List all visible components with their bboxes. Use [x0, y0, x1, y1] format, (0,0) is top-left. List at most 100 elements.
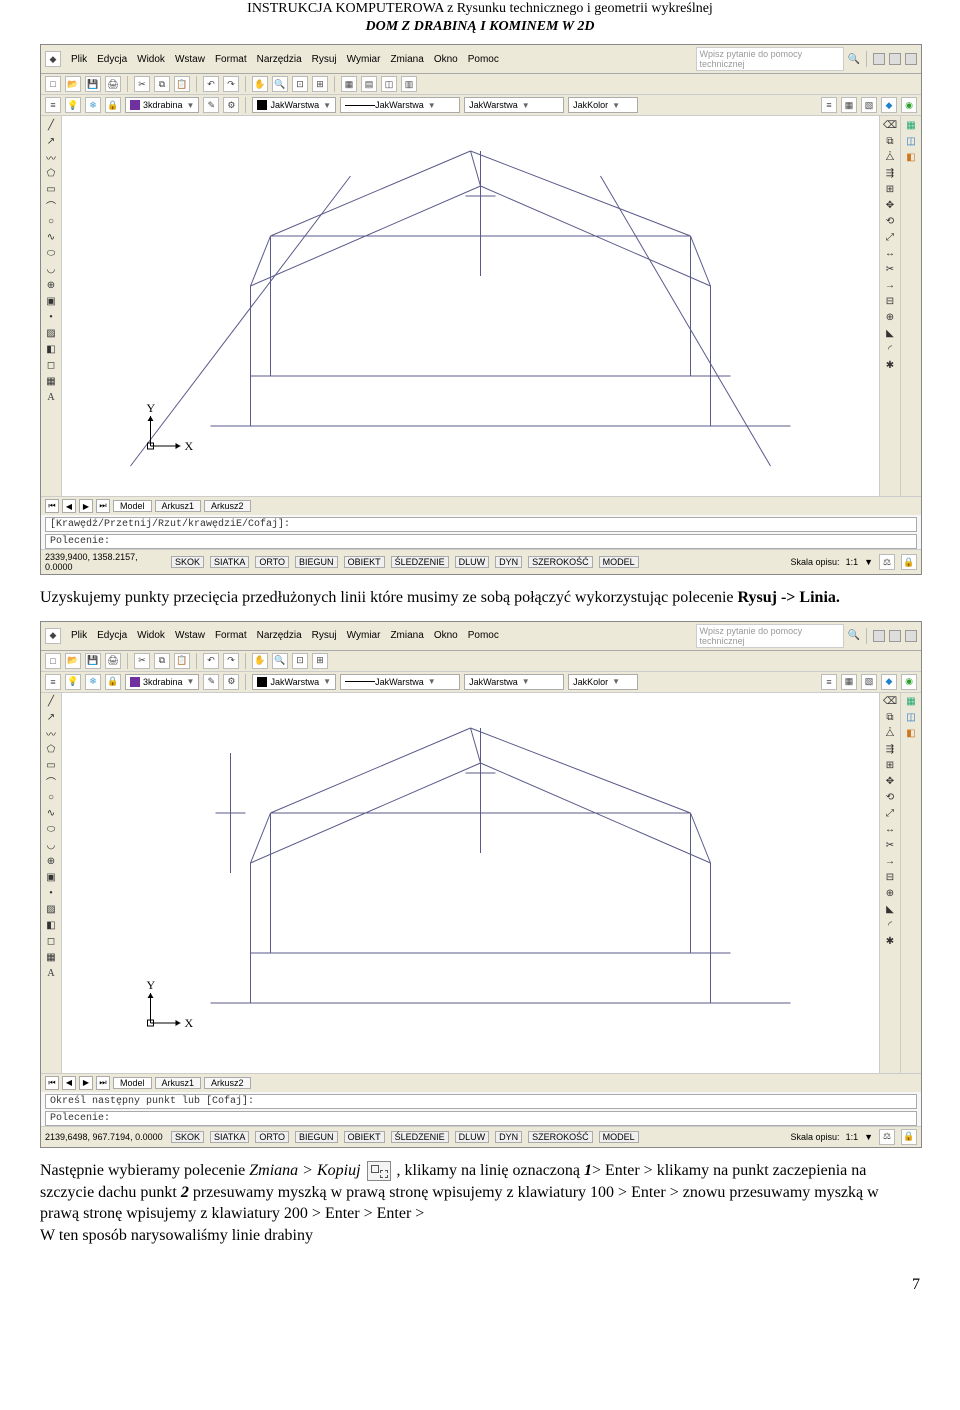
- open-icon[interactable]: 📂: [65, 76, 81, 92]
- search-icon[interactable]: 🔍: [848, 54, 860, 65]
- erase-icon[interactable]: ⌫: [883, 695, 897, 709]
- tab-next-icon[interactable]: ▶: [79, 499, 93, 513]
- lineweight-dropdown[interactable]: JakWarstwa ▼: [464, 97, 564, 113]
- plotstyle-dropdown[interactable]: JakKolor▼: [568, 674, 638, 690]
- command-line-2[interactable]: Polecenie:: [45, 1111, 917, 1126]
- explode-icon[interactable]: ✱: [883, 358, 897, 372]
- spline-icon[interactable]: ∿: [44, 807, 58, 821]
- tbl-icon[interactable]: ▦: [841, 97, 857, 113]
- hatch-icon[interactable]: ▧: [861, 97, 877, 113]
- zoom-window-icon[interactable]: ⊡: [292, 76, 308, 92]
- plotstyle-dropdown[interactable]: JakKolor ▼: [568, 97, 638, 113]
- polygon-icon[interactable]: ⬠: [44, 743, 58, 757]
- tab-sheet2[interactable]: Arkusz2: [204, 1077, 251, 1089]
- text-icon[interactable]: A: [44, 967, 58, 981]
- tab-sheet1[interactable]: Arkusz1: [155, 500, 202, 512]
- new-icon[interactable]: □: [45, 653, 61, 669]
- arc-icon[interactable]: ⌒: [44, 198, 58, 212]
- toggle[interactable]: DYN: [495, 1131, 522, 1143]
- color-dropdown[interactable]: JakWarstwa▼: [252, 674, 336, 690]
- pan-icon[interactable]: ✋: [252, 653, 268, 669]
- circle-icon[interactable]: ○: [44, 214, 58, 228]
- toggle[interactable]: SKOK: [171, 1131, 204, 1143]
- freeze-icon[interactable]: ❄: [85, 97, 101, 113]
- menu-item[interactable]: Format: [215, 630, 247, 641]
- toggle[interactable]: BIEGUN: [295, 1131, 338, 1143]
- layermgr-icon[interactable]: ✎: [203, 97, 219, 113]
- chevron-down-icon[interactable]: ▼: [864, 1132, 873, 1142]
- menu-item[interactable]: Plik: [71, 630, 87, 641]
- zoom-extents-icon[interactable]: ⊞: [312, 76, 328, 92]
- lock-icon[interactable]: 🔒: [105, 97, 121, 113]
- scale-value[interactable]: 1:1: [846, 557, 859, 567]
- copy2-icon[interactable]: ⧉: [883, 134, 897, 148]
- tab-model[interactable]: Model: [113, 1077, 152, 1089]
- move-icon[interactable]: ✥: [883, 198, 897, 212]
- menu-item[interactable]: Plik: [71, 54, 87, 65]
- color-dropdown[interactable]: JakWarstwa ▼: [252, 97, 336, 113]
- canvas[interactable]: XY: [62, 116, 879, 496]
- menu-item[interactable]: Zmiana: [390, 54, 423, 65]
- stretch-icon[interactable]: ↔: [883, 246, 897, 260]
- tab-prev-icon[interactable]: ◀: [62, 1076, 76, 1090]
- toggle[interactable]: ŚLEDZENIE: [391, 556, 449, 568]
- layermgr-icon[interactable]: ✎: [203, 674, 219, 690]
- trim-icon[interactable]: ✂: [883, 262, 897, 276]
- region-icon[interactable]: ◻: [44, 358, 58, 372]
- redo-icon[interactable]: ↷: [223, 653, 239, 669]
- menu-item[interactable]: Pomoc: [468, 630, 499, 641]
- rotate-icon[interactable]: ⟲: [883, 791, 897, 805]
- text-icon[interactable]: A: [44, 390, 58, 404]
- new-icon[interactable]: □: [45, 76, 61, 92]
- print-icon[interactable]: 🖨: [105, 653, 121, 669]
- chevron-down-icon[interactable]: ▼: [864, 557, 873, 567]
- extend-icon[interactable]: →: [883, 855, 897, 869]
- linetype-dropdown[interactable]: JakWarstwa▼: [340, 674, 460, 690]
- help-search[interactable]: Wpisz pytanie do pomocy technicznej: [696, 624, 844, 648]
- paste-icon[interactable]: 📋: [174, 76, 190, 92]
- tab-last-icon[interactable]: ⏭: [96, 1076, 110, 1090]
- redo-icon[interactable]: ↷: [223, 76, 239, 92]
- layer-icon[interactable]: ≡: [45, 97, 61, 113]
- lock2-icon[interactable]: 🔒: [901, 1129, 917, 1145]
- light-icon[interactable]: 💡: [65, 97, 81, 113]
- linetype-dropdown[interactable]: JakWarstwa ▼: [340, 97, 460, 113]
- extend-icon[interactable]: →: [883, 278, 897, 292]
- scale-icon[interactable]: ⤢: [883, 230, 897, 244]
- menu-item[interactable]: Format: [215, 54, 247, 65]
- toggle[interactable]: MODEL: [599, 1131, 639, 1143]
- join-icon[interactable]: ⊕: [883, 310, 897, 324]
- spline-icon[interactable]: ∿: [44, 230, 58, 244]
- tab-sheet1[interactable]: Arkusz1: [155, 1077, 202, 1089]
- zoom-extents-icon[interactable]: ⊞: [312, 653, 328, 669]
- toggle[interactable]: ORTO: [255, 556, 289, 568]
- point-icon[interactable]: •: [44, 887, 58, 901]
- offset-icon[interactable]: ⇶: [883, 166, 897, 180]
- xline-icon[interactable]: ↗: [44, 134, 58, 148]
- freeze-icon[interactable]: ❄: [85, 674, 101, 690]
- dimcolor-icon[interactable]: ◆: [881, 674, 897, 690]
- break-icon[interactable]: ⊟: [883, 871, 897, 885]
- menu-item[interactable]: Widok: [137, 630, 165, 641]
- toggle[interactable]: SIATKA: [210, 1131, 249, 1143]
- xline-icon[interactable]: ↗: [44, 711, 58, 725]
- toggle[interactable]: SZEROKOŚĆ: [528, 1131, 593, 1143]
- undo-icon[interactable]: ↶: [203, 653, 219, 669]
- prop-icon[interactable]: ▦: [341, 76, 357, 92]
- menu-item[interactable]: Wstaw: [175, 630, 205, 641]
- ellipse-icon[interactable]: ⬭: [44, 823, 58, 837]
- menu-item[interactable]: Rysuj: [312, 630, 337, 641]
- rotate-icon[interactable]: ⟲: [883, 214, 897, 228]
- block2-icon[interactable]: ▣: [44, 871, 58, 885]
- join-icon[interactable]: ⊕: [883, 887, 897, 901]
- break-icon[interactable]: ⊟: [883, 294, 897, 308]
- toggle[interactable]: SZEROKOŚĆ: [528, 556, 593, 568]
- tab-last-icon[interactable]: ⏭: [96, 499, 110, 513]
- toggle[interactable]: ŚLEDZENIE: [391, 1131, 449, 1143]
- annot-icon[interactable]: ⚖: [879, 554, 895, 570]
- misc-icon[interactable]: ◉: [901, 97, 917, 113]
- tab-first-icon[interactable]: ⏮: [45, 499, 59, 513]
- menu-item[interactable]: Pomoc: [468, 54, 499, 65]
- scale-icon[interactable]: ⤢: [883, 807, 897, 821]
- light-icon[interactable]: 💡: [65, 674, 81, 690]
